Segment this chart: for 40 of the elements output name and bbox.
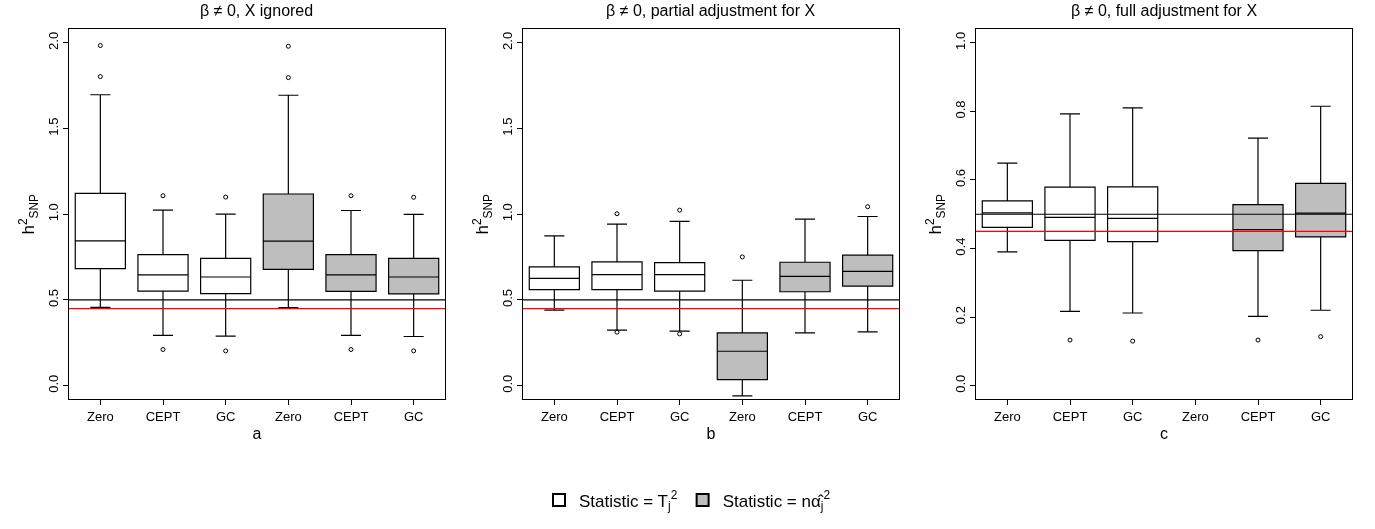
y-tick-label: 2.0 xyxy=(499,31,515,50)
y-tick-label: 0.0 xyxy=(952,374,968,393)
chart-title: β ≠ 0, X ignored xyxy=(200,2,314,19)
y-tick-label: 0.8 xyxy=(952,100,968,119)
chart-title: β ≠ 0, full adjustment for X xyxy=(1071,2,1258,19)
y-tick-label: 1.0 xyxy=(499,203,515,222)
x-tick-label: GC xyxy=(1122,408,1143,424)
x-tick-label: Zero xyxy=(540,408,568,424)
y-tick-label: 1.5 xyxy=(45,117,61,136)
x-tick-label: GC xyxy=(403,408,424,424)
x-tick-label: Zero xyxy=(274,408,302,424)
y-tick-label: 0.6 xyxy=(952,168,968,188)
x-tick-label: GC xyxy=(1310,408,1331,424)
y-tick-label: 1.5 xyxy=(499,117,515,136)
x-tick-label: CEPT xyxy=(1052,408,1088,424)
y-tick-label: 1.0 xyxy=(952,31,968,50)
x-tick-label: GC xyxy=(669,408,690,424)
x-tick-label: CEPT xyxy=(145,408,181,424)
y-tick-label: 0.5 xyxy=(499,288,515,308)
y-tick-label: 1.0 xyxy=(45,203,61,222)
x-axis-title: a xyxy=(252,424,262,442)
y-tick-label: 2.0 xyxy=(45,31,61,50)
x-tick-label: Zero xyxy=(86,408,114,424)
y-tick-label: 0.4 xyxy=(952,237,968,256)
x-tick-label: GC xyxy=(857,408,878,424)
y-tick-label: 0.5 xyxy=(45,288,61,308)
y-tick-label: 0.0 xyxy=(45,374,61,393)
x-axis-title: b xyxy=(706,424,716,442)
x-tick-label: Zero xyxy=(1181,408,1209,424)
x-axis-title: c xyxy=(1160,424,1168,442)
y-tick-label: 0.2 xyxy=(952,306,968,325)
x-tick-label: CEPT xyxy=(599,408,635,424)
x-tick-label: CEPT xyxy=(333,408,369,424)
x-tick-label: Zero xyxy=(728,408,756,424)
x-tick-label: CEPT xyxy=(1240,408,1276,424)
chart-title: β ≠ 0, partial adjustment for X xyxy=(606,2,816,19)
x-tick-label: GC xyxy=(215,408,236,424)
x-tick-label: CEPT xyxy=(787,408,823,424)
y-tick-label: 0.0 xyxy=(499,374,515,393)
x-tick-label: Zero xyxy=(993,408,1021,424)
